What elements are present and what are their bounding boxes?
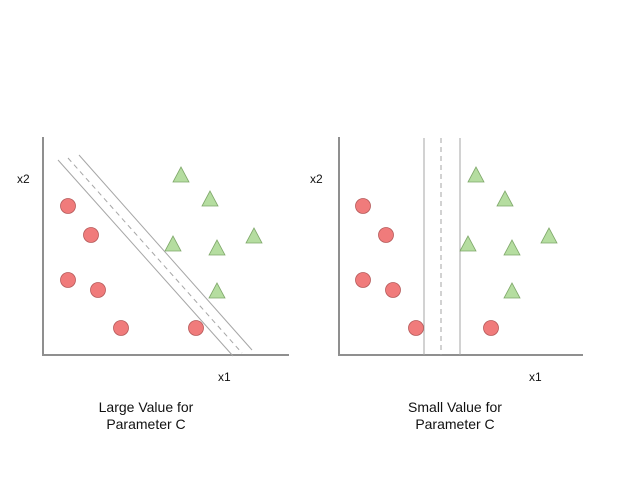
left-triangle-point (164, 235, 182, 252)
left-triangle-point (208, 239, 226, 256)
right-triangle-point (467, 166, 485, 183)
left-circle-point (60, 272, 76, 288)
right-caption-line2: Parameter C (415, 416, 494, 432)
right-triangle-point (496, 190, 514, 207)
right-axes (338, 137, 583, 356)
panel-small-c: x2 x1 Small Value for Parameter C (310, 137, 583, 432)
right-circle-point (385, 282, 401, 298)
right-circle-point (378, 227, 394, 243)
right-triangle-point (503, 282, 521, 299)
right-class-b-points (459, 166, 558, 299)
right-triangle-point (540, 227, 558, 244)
right-circle-point (355, 272, 371, 288)
panel-large-c: x2 x1 Large Value for Parameter C (17, 137, 289, 432)
left-x-axis-label: x1 (218, 370, 231, 384)
left-circle-point (188, 320, 204, 336)
left-triangle-point (208, 282, 226, 299)
left-circle-point (60, 198, 76, 214)
left-caption-line1: Large Value for (99, 399, 194, 415)
left-decision-boundary (67, 157, 243, 354)
left-caption-line2: Parameter C (106, 416, 185, 432)
right-caption-line1: Small Value for (408, 399, 502, 415)
left-circle-point (83, 227, 99, 243)
left-triangle-point (172, 166, 190, 183)
right-triangle-point (459, 235, 477, 252)
left-triangle-point (201, 190, 219, 207)
right-circle-point (483, 320, 499, 336)
right-y-axis-label: x2 (310, 172, 323, 186)
left-circle-point (90, 282, 106, 298)
right-circle-point (408, 320, 424, 336)
left-margin-upper (78, 154, 253, 351)
left-y-axis-label: x2 (17, 172, 30, 186)
left-margin-lower (57, 159, 234, 357)
left-axes (42, 137, 289, 356)
right-triangle-point (503, 239, 521, 256)
left-triangle-point (245, 227, 263, 244)
right-class-a-points (355, 198, 499, 336)
right-x-axis-label: x1 (529, 370, 542, 384)
left-class-b-points (164, 166, 263, 299)
left-class-a-points (60, 198, 204, 336)
right-circle-point (355, 198, 371, 214)
left-circle-point (113, 320, 129, 336)
